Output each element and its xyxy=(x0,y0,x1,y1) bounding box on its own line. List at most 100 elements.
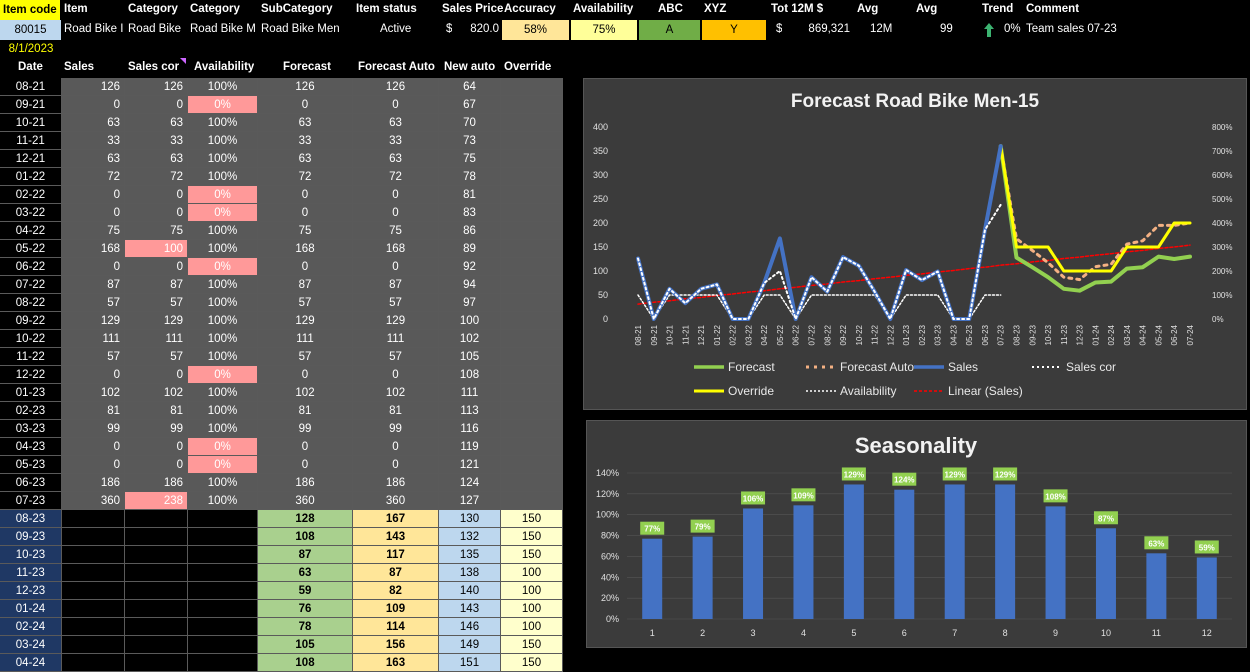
future-newauto-cell[interactable]: 143 xyxy=(439,600,501,618)
future-newauto-cell[interactable]: 138 xyxy=(439,564,501,582)
history-date-cell[interactable]: 01-22 xyxy=(0,168,62,186)
history-date-cell[interactable]: 06-23 xyxy=(0,474,62,492)
history-sales-cell[interactable]: 129 xyxy=(62,312,125,330)
future-sales-cell[interactable] xyxy=(62,582,125,600)
history-sales_cor-cell[interactable]: 63 xyxy=(125,114,188,132)
history-sales_cor-cell[interactable]: 0 xyxy=(125,258,188,276)
history-sales_cor-cell[interactable]: 0 xyxy=(125,456,188,474)
status-cell[interactable]: Active xyxy=(380,23,412,35)
history-date-cell[interactable]: 07-22 xyxy=(0,276,62,294)
history-sales_cor-cell[interactable]: 129 xyxy=(125,312,188,330)
history-sales-cell[interactable]: 168 xyxy=(62,240,125,258)
history-date-cell[interactable]: 04-22 xyxy=(0,222,62,240)
history-newauto-cell[interactable]: 70 xyxy=(439,114,501,132)
history-date-cell[interactable]: 02-23 xyxy=(0,402,62,420)
history-sales_cor-cell[interactable]: 100 xyxy=(125,240,188,258)
future-avail-cell[interactable] xyxy=(188,528,258,546)
future-sales-cell[interactable] xyxy=(62,546,125,564)
history-avail-cell[interactable]: 0% xyxy=(188,438,258,456)
history-forecast-cell[interactable]: 81 xyxy=(258,402,353,420)
history-forecast-cell[interactable]: 0 xyxy=(258,366,353,384)
history-date-cell[interactable]: 11-21 xyxy=(0,132,62,150)
history-newauto-cell[interactable]: 89 xyxy=(439,240,501,258)
history-avail-cell[interactable]: 100% xyxy=(188,492,258,510)
history-date-cell[interactable]: 09-22 xyxy=(0,312,62,330)
future-override-cell[interactable]: 100 xyxy=(501,618,563,636)
history-sales-cell[interactable]: 360 xyxy=(62,492,125,510)
history-newauto-cell[interactable]: 119 xyxy=(439,438,501,456)
history-sales_cor-cell[interactable]: 102 xyxy=(125,384,188,402)
history-fauto-cell[interactable]: 168 xyxy=(353,240,439,258)
future-sales-cell[interactable] xyxy=(62,636,125,654)
history-sales_cor-cell[interactable]: 0 xyxy=(125,96,188,114)
history-sales-cell[interactable]: 126 xyxy=(62,78,125,96)
future-sales_cor-cell[interactable] xyxy=(125,636,188,654)
abc-cell[interactable]: A xyxy=(639,20,700,40)
future-override-cell[interactable]: 150 xyxy=(501,636,563,654)
future-fauto-cell[interactable]: 163 xyxy=(353,654,439,672)
history-sales-cell[interactable]: 102 xyxy=(62,384,125,402)
history-newauto-cell[interactable]: 102 xyxy=(439,330,501,348)
history-override-cell[interactable] xyxy=(501,312,563,330)
history-sales_cor-cell[interactable]: 99 xyxy=(125,420,188,438)
history-sales-cell[interactable]: 72 xyxy=(62,168,125,186)
history-fauto-cell[interactable]: 0 xyxy=(353,366,439,384)
history-override-cell[interactable] xyxy=(501,96,563,114)
history-date-cell[interactable]: 03-22 xyxy=(0,204,62,222)
future-sales-cell[interactable] xyxy=(62,600,125,618)
history-date-cell[interactable]: 10-21 xyxy=(0,114,62,132)
future-sales_cor-cell[interactable] xyxy=(125,618,188,636)
future-avail-cell[interactable] xyxy=(188,654,258,672)
accuracy-cell[interactable]: 58% xyxy=(502,20,569,40)
history-sales_cor-cell[interactable]: 238 xyxy=(125,492,188,510)
history-fauto-cell[interactable]: 111 xyxy=(353,330,439,348)
history-forecast-cell[interactable]: 99 xyxy=(258,420,353,438)
history-avail-cell[interactable]: 0% xyxy=(188,258,258,276)
future-date-cell[interactable]: 01-24 xyxy=(0,600,62,618)
history-date-cell[interactable]: 04-23 xyxy=(0,438,62,456)
history-avail-cell[interactable]: 100% xyxy=(188,240,258,258)
history-sales-cell[interactable]: 57 xyxy=(62,294,125,312)
history-avail-cell[interactable]: 100% xyxy=(188,402,258,420)
future-newauto-cell[interactable]: 149 xyxy=(439,636,501,654)
history-date-cell[interactable]: 05-22 xyxy=(0,240,62,258)
history-sales_cor-cell[interactable]: 75 xyxy=(125,222,188,240)
history-avail-cell[interactable]: 0% xyxy=(188,366,258,384)
future-fauto-cell[interactable]: 87 xyxy=(353,564,439,582)
history-fauto-cell[interactable]: 63 xyxy=(353,114,439,132)
history-newauto-cell[interactable]: 121 xyxy=(439,456,501,474)
future-override-cell[interactable]: 100 xyxy=(501,564,563,582)
history-avail-cell[interactable]: 100% xyxy=(188,168,258,186)
future-newauto-cell[interactable]: 132 xyxy=(439,528,501,546)
history-fauto-cell[interactable]: 87 xyxy=(353,276,439,294)
future-date-cell[interactable]: 04-24 xyxy=(0,654,62,672)
history-fauto-cell[interactable]: 360 xyxy=(353,492,439,510)
future-newauto-cell[interactable]: 140 xyxy=(439,582,501,600)
future-date-cell[interactable]: 10-23 xyxy=(0,546,62,564)
history-avail-cell[interactable]: 100% xyxy=(188,78,258,96)
history-date-cell[interactable]: 12-22 xyxy=(0,366,62,384)
history-date-cell[interactable]: 11-22 xyxy=(0,348,62,366)
history-sales-cell[interactable]: 99 xyxy=(62,420,125,438)
history-fauto-cell[interactable]: 72 xyxy=(353,168,439,186)
future-sales_cor-cell[interactable] xyxy=(125,654,188,672)
history-fauto-cell[interactable]: 102 xyxy=(353,384,439,402)
history-forecast-cell[interactable]: 87 xyxy=(258,276,353,294)
history-override-cell[interactable] xyxy=(501,402,563,420)
history-fauto-cell[interactable]: 33 xyxy=(353,132,439,150)
history-forecast-cell[interactable]: 102 xyxy=(258,384,353,402)
history-fauto-cell[interactable]: 57 xyxy=(353,348,439,366)
history-sales-cell[interactable]: 186 xyxy=(62,474,125,492)
history-sales-cell[interactable]: 33 xyxy=(62,132,125,150)
history-newauto-cell[interactable]: 127 xyxy=(439,492,501,510)
history-override-cell[interactable] xyxy=(501,132,563,150)
history-fauto-cell[interactable]: 186 xyxy=(353,474,439,492)
history-date-cell[interactable]: 06-22 xyxy=(0,258,62,276)
history-sales_cor-cell[interactable]: 33 xyxy=(125,132,188,150)
history-fauto-cell[interactable]: 0 xyxy=(353,258,439,276)
history-fauto-cell[interactable]: 99 xyxy=(353,420,439,438)
history-sales-cell[interactable]: 0 xyxy=(62,204,125,222)
history-newauto-cell[interactable]: 100 xyxy=(439,312,501,330)
history-date-cell[interactable]: 08-21 xyxy=(0,78,62,96)
history-newauto-cell[interactable]: 108 xyxy=(439,366,501,384)
